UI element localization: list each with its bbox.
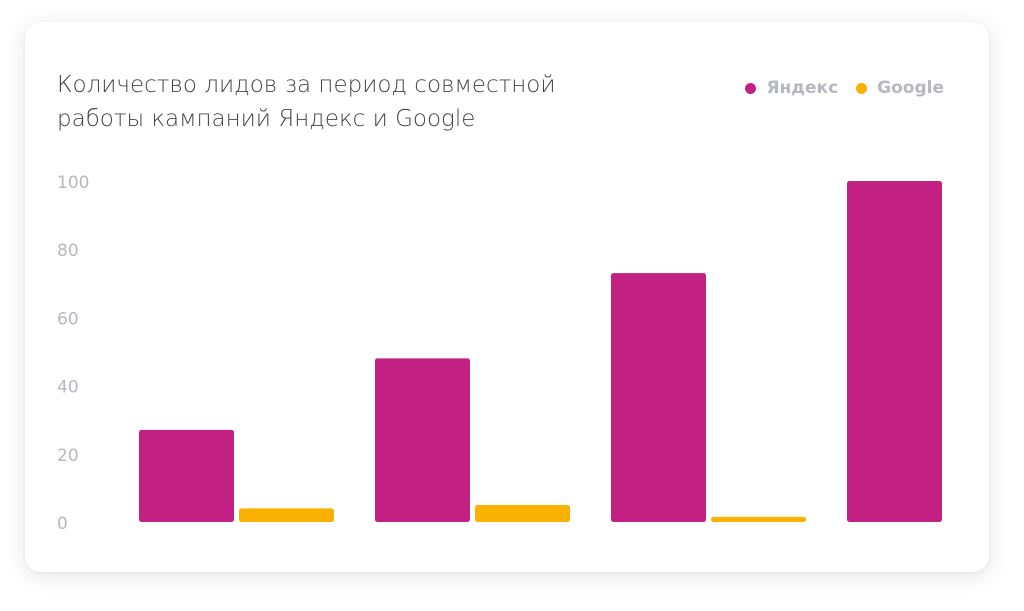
legend-item-yandex: Яндекс: [745, 78, 838, 98]
bar-yandex-3: [611, 273, 706, 522]
bar-yandex-4: [847, 181, 942, 522]
y-tick-label-80: 80: [57, 241, 79, 261]
legend-label-yandex: Яндекс: [766, 78, 839, 98]
legend-marker-yandex: [745, 82, 757, 94]
chart-title: Количество лидов за период совместной ра…: [57, 68, 617, 136]
bar-yandex-2: [375, 358, 470, 522]
bar-google-1: [239, 508, 334, 522]
chart-legend: Яндекс Google: [745, 78, 944, 98]
bar-google-3: [711, 516, 806, 522]
chart-title-line-2: работы кампаний Яндекс и Google: [57, 106, 476, 132]
legend-marker-google: [856, 82, 868, 94]
y-tick-label-20: 20: [57, 446, 79, 466]
y-tick-label-0: 0: [57, 514, 68, 534]
y-tick-label-60: 60: [57, 309, 79, 329]
bars-group: [139, 181, 942, 522]
bar-google-2: [475, 504, 570, 522]
legend-item-google: Google: [856, 78, 944, 98]
y-tick-label-100: 100: [57, 173, 89, 193]
y-axis: 0 20 40 60 80 100: [57, 173, 89, 534]
bar-yandex-1: [139, 429, 234, 522]
legend-label-google: Google: [877, 78, 944, 98]
y-tick-label-40: 40: [57, 378, 79, 398]
chart-title-line-1: Количество лидов за период совместной: [57, 72, 556, 98]
